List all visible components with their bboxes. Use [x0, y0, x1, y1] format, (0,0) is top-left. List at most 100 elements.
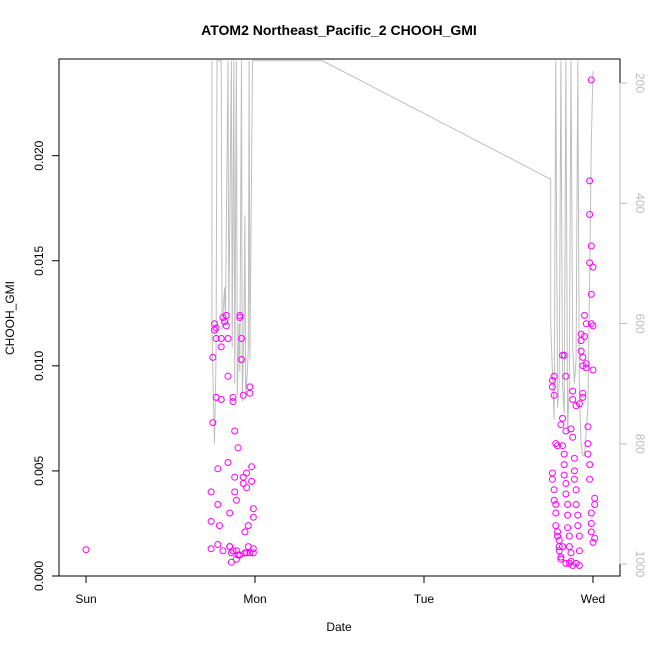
data-point: [229, 393, 237, 401]
data-point: [557, 553, 565, 561]
data-point: [569, 562, 577, 569]
plot-box: [58, 58, 621, 577]
data-point: [577, 347, 585, 355]
y2-tick-label: 800: [633, 434, 647, 454]
data-point: [550, 391, 558, 399]
data-point: [577, 337, 585, 345]
data-point: [586, 177, 594, 185]
data-point: [239, 473, 247, 481]
data-point: [238, 356, 245, 363]
data-point: [564, 501, 572, 508]
data-point: [246, 549, 254, 557]
data-point: [229, 547, 237, 555]
data-point: [246, 383, 254, 391]
data-point: [249, 549, 257, 557]
data-point: [589, 366, 597, 374]
data-point: [217, 343, 225, 351]
data-point: [572, 486, 580, 494]
data-point: [579, 353, 587, 361]
data-point: [569, 396, 577, 403]
data-point: [560, 471, 568, 479]
data-point: [243, 484, 251, 492]
data-point: [248, 477, 256, 485]
data-point: [562, 427, 570, 435]
y-tick-label: 0.000: [32, 561, 46, 591]
data-point: [564, 524, 572, 532]
data-point: [560, 351, 568, 359]
x-axis-label: Date: [326, 620, 352, 634]
data-point: [587, 242, 595, 250]
data-point: [222, 311, 230, 319]
data-point: [584, 450, 592, 458]
data-point: [574, 522, 582, 530]
y-tick-label: 0.020: [32, 140, 46, 170]
data-point: [587, 520, 595, 527]
data-point: [589, 538, 597, 546]
data-point: [231, 473, 239, 481]
data-point: [565, 559, 573, 567]
data-point: [221, 318, 229, 326]
data-point: [552, 440, 560, 448]
data-point: [567, 549, 575, 557]
data-point: [226, 543, 234, 551]
secondary-series-line: [211, 60, 594, 457]
data-point: [587, 320, 595, 328]
data-point: [565, 532, 573, 540]
data-point: [207, 488, 215, 496]
y2-tick-label: 600: [633, 313, 647, 333]
data-point: [548, 469, 556, 477]
data-point: [207, 545, 215, 553]
data-point: [249, 505, 257, 513]
data-point: [557, 555, 565, 563]
data-point: [217, 396, 225, 403]
data-point: [552, 501, 560, 508]
x-axis: Sun Mon Tue Wed: [75, 575, 605, 606]
data-point: [575, 562, 583, 569]
data-point: [224, 335, 232, 342]
y2-tick-label: 400: [633, 193, 647, 213]
data-point: [232, 555, 240, 563]
data-point: [557, 421, 565, 429]
data-point: [584, 440, 592, 448]
data-point: [579, 389, 587, 397]
data-point: [589, 322, 597, 330]
data-point: [582, 364, 590, 372]
data-point: [572, 402, 580, 410]
y-tick-label: 0.005: [32, 456, 46, 486]
data-point: [570, 454, 578, 462]
data-point: [555, 543, 563, 551]
data-point: [591, 494, 599, 502]
data-point: [214, 541, 222, 548]
data-point: [236, 311, 244, 319]
data-point: [559, 414, 566, 422]
data-point: [564, 511, 572, 519]
data-point: [211, 326, 218, 334]
data-point: [570, 467, 578, 475]
data-point: [560, 450, 568, 458]
data-point: [216, 522, 223, 530]
data-point: [587, 528, 595, 536]
data-point: [586, 259, 594, 267]
data-point: [586, 211, 594, 218]
data-point: [224, 459, 232, 466]
data-point: [209, 353, 217, 361]
data-point: [238, 335, 245, 342]
data-point: [241, 528, 249, 536]
data-point: [570, 475, 578, 483]
data-point: [249, 513, 257, 521]
data-point: [222, 322, 230, 330]
data-point: [579, 362, 587, 370]
data-point: [226, 509, 234, 517]
data-point: [569, 387, 577, 395]
data-point: [212, 324, 220, 332]
data-point: [575, 547, 583, 555]
data-point: [562, 480, 570, 487]
x-tick-label: Tue: [414, 592, 435, 606]
data-point: [575, 532, 583, 540]
data-point: [548, 383, 556, 391]
data-point: [239, 480, 247, 487]
data-point: [248, 463, 256, 471]
data-point: [552, 522, 560, 530]
secondary-series-line-layer: [211, 60, 594, 457]
